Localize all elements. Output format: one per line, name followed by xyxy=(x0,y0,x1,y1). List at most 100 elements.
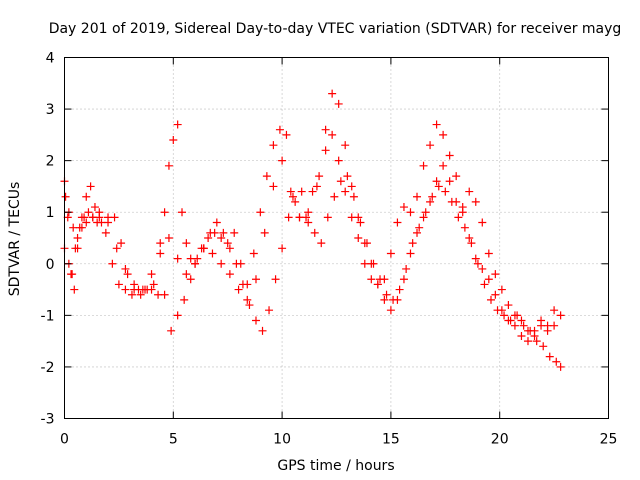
data-point xyxy=(334,99,343,108)
data-point xyxy=(539,342,548,351)
data-point xyxy=(399,203,408,212)
data-point xyxy=(382,290,391,299)
data-point xyxy=(500,311,509,320)
data-point xyxy=(77,223,86,232)
data-point xyxy=(380,295,389,304)
data-point xyxy=(556,362,565,371)
data-point xyxy=(373,280,382,289)
data-point xyxy=(180,295,189,304)
data-point xyxy=(217,259,226,268)
data-point xyxy=(61,192,70,201)
data-point xyxy=(360,239,369,248)
series-3 xyxy=(61,89,559,346)
data-point xyxy=(347,182,356,191)
data-point xyxy=(186,275,195,284)
data-point xyxy=(206,228,215,237)
data-point xyxy=(245,301,254,310)
y-tick-label: 1 xyxy=(46,205,55,221)
data-point xyxy=(234,285,243,294)
data-point xyxy=(230,228,239,237)
data-point xyxy=(110,213,119,222)
data-point xyxy=(282,130,291,139)
data-point xyxy=(271,275,280,284)
data-point xyxy=(367,259,376,268)
data-point xyxy=(330,192,339,201)
data-point xyxy=(478,264,487,273)
data-point xyxy=(310,228,319,237)
data-point xyxy=(156,239,165,248)
data-point xyxy=(265,306,274,315)
data-point xyxy=(88,213,97,222)
data-point xyxy=(465,187,474,196)
data-point xyxy=(130,280,139,289)
data-point xyxy=(315,172,324,181)
data-point xyxy=(445,151,454,160)
data-point xyxy=(513,311,522,320)
data-point xyxy=(497,285,506,294)
data-point xyxy=(90,203,99,212)
data-point xyxy=(73,234,82,242)
data-point xyxy=(251,316,260,325)
data-point xyxy=(223,239,232,248)
data-point xyxy=(291,197,300,206)
data-point xyxy=(556,311,565,320)
data-point xyxy=(193,254,202,263)
data-point xyxy=(262,172,271,181)
y-tick-label: 4 xyxy=(46,51,55,67)
data-point xyxy=(121,285,130,294)
plot-frame xyxy=(64,57,609,419)
data-point xyxy=(510,321,519,330)
data-point xyxy=(82,192,91,201)
data-point xyxy=(393,218,402,227)
data-point xyxy=(341,187,350,196)
data-point xyxy=(497,306,506,315)
data-point xyxy=(204,234,213,242)
data-point xyxy=(288,192,297,201)
data-point xyxy=(480,280,489,289)
data-point xyxy=(121,264,130,273)
data-point xyxy=(136,290,145,299)
data-point xyxy=(519,321,528,330)
data-point xyxy=(173,254,182,263)
data-point xyxy=(304,208,313,217)
data-point xyxy=(426,197,435,206)
series-1 xyxy=(60,120,565,340)
data-point xyxy=(123,270,132,279)
data-point xyxy=(552,357,561,366)
data-point xyxy=(323,213,332,222)
data-point xyxy=(413,192,422,201)
data-point xyxy=(343,172,352,181)
data-point xyxy=(432,120,441,129)
data-point xyxy=(406,208,415,217)
data-point xyxy=(101,228,110,237)
data-point xyxy=(232,259,241,268)
data-point xyxy=(473,259,482,268)
data-point xyxy=(447,197,456,206)
data-point xyxy=(465,234,474,242)
data-point xyxy=(334,156,343,165)
data-point xyxy=(439,161,448,170)
data-point xyxy=(415,223,424,232)
x-tick-label: 0 xyxy=(60,432,69,448)
data-point xyxy=(160,290,169,299)
y-tick-label: 2 xyxy=(46,154,55,170)
x-tick-label: 15 xyxy=(382,432,400,448)
chart-title: Day 201 of 2019, Sidereal Day-to-day VTE… xyxy=(49,21,622,37)
data-point xyxy=(82,218,91,227)
data-point xyxy=(86,182,95,191)
gridlines xyxy=(64,57,609,419)
data-point xyxy=(225,270,234,279)
data-point xyxy=(328,89,337,98)
data-point xyxy=(269,141,278,150)
data-point xyxy=(112,244,121,253)
x-axis-label: GPS time / hours xyxy=(277,458,394,474)
data-point xyxy=(225,244,234,253)
data-point xyxy=(182,239,191,248)
data-point xyxy=(460,223,469,232)
data-point xyxy=(70,285,79,294)
data-point xyxy=(173,120,182,129)
data-point xyxy=(256,208,265,217)
data-point xyxy=(167,326,176,335)
data-point xyxy=(349,192,358,201)
data-point xyxy=(341,141,350,150)
